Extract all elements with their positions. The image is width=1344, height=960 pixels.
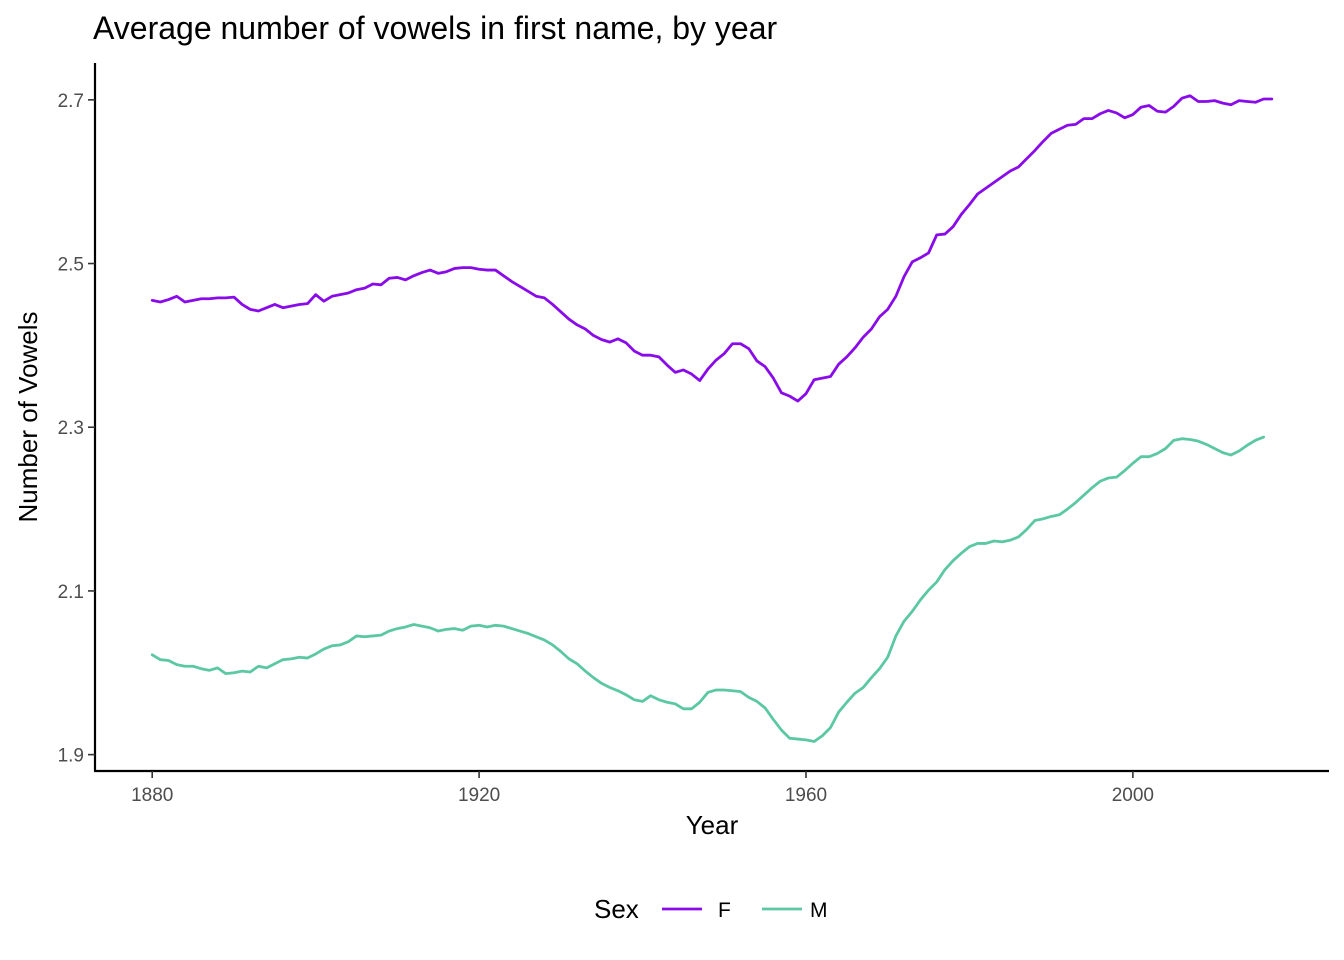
y-tick-label: 2.7 xyxy=(58,91,84,112)
legend-label-m: M xyxy=(810,899,828,922)
x-axis-ticks: 1880 1920 1960 2000 xyxy=(131,771,1154,806)
y-axis-title: Number of Vowels xyxy=(13,312,43,523)
x-tick-label: 1920 xyxy=(458,785,500,806)
legend: Sex F M xyxy=(594,894,828,924)
y-tick-label: 2.5 xyxy=(58,255,84,276)
x-tick-label: 1960 xyxy=(785,785,827,806)
legend-title: Sex xyxy=(594,894,639,924)
series-line-m xyxy=(150,435,1266,743)
legend-label-f: F xyxy=(718,899,731,922)
series-layer xyxy=(150,94,1274,743)
y-tick-label: 2.1 xyxy=(58,582,84,603)
y-tick-label: 2.3 xyxy=(58,418,84,439)
y-tick-label: 1.9 xyxy=(58,746,84,767)
x-tick-label: 1880 xyxy=(131,785,173,806)
series-line-f xyxy=(150,94,1274,403)
y-axis-ticks: 1.9 2.1 2.3 2.5 2.7 xyxy=(58,91,95,767)
x-axis-title: Year xyxy=(686,810,739,840)
x-tick-label: 2000 xyxy=(1112,785,1154,806)
chart-title: Average number of vowels in first name, … xyxy=(93,10,778,46)
